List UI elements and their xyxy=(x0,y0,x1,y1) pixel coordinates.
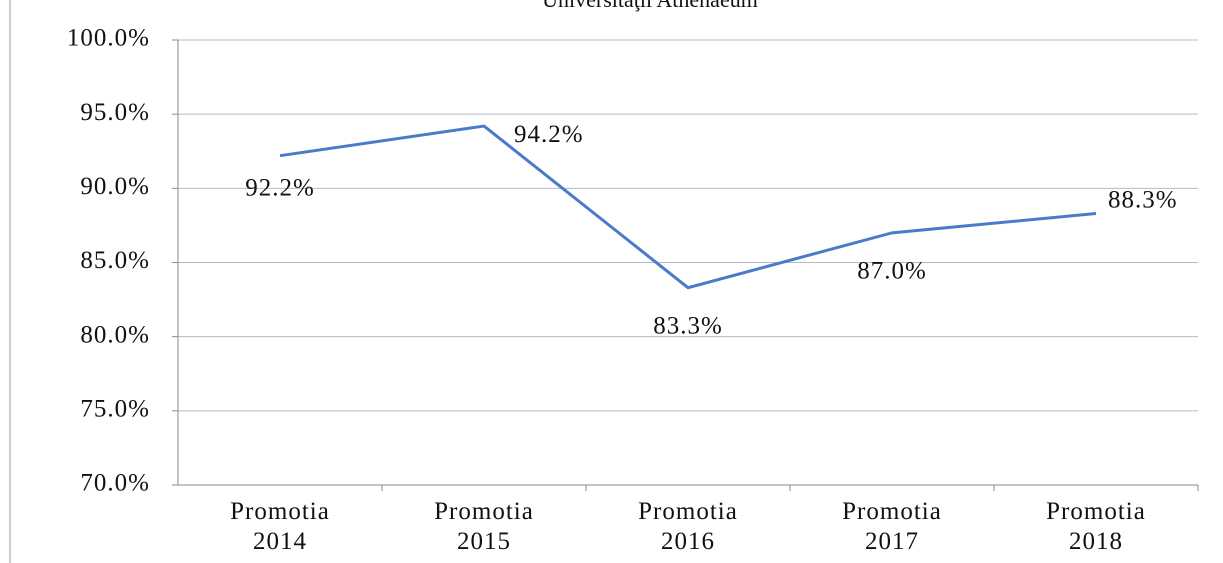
data-label: 94.2% xyxy=(514,121,584,148)
x-tick-label: Promotia 2016 xyxy=(638,498,738,555)
data-label: 87.0% xyxy=(857,258,927,285)
y-tick-label: 70.0% xyxy=(80,470,150,497)
data-label: 92.2% xyxy=(245,174,315,201)
data-label: 88.3% xyxy=(1108,186,1178,213)
y-tick-label: 100.0% xyxy=(67,25,150,52)
y-tick-label: 80.0% xyxy=(80,321,150,348)
data-line xyxy=(279,124,1097,290)
y-tick-label: 95.0% xyxy=(80,99,150,126)
x-tick-label: Promotia 2014 xyxy=(230,498,330,555)
x-tick-label: Promotia 2018 xyxy=(1046,498,1146,555)
y-tick-label: 85.0% xyxy=(80,247,150,274)
y-tick-label: 75.0% xyxy=(80,396,150,423)
data-label: 83.3% xyxy=(653,312,723,339)
x-tick-label: Promotia 2017 xyxy=(842,498,942,555)
chart-title: Universitaţii Athenaeum xyxy=(542,0,758,12)
y-tick-label: 90.0% xyxy=(80,173,150,200)
x-tick-label: Promotia 2015 xyxy=(434,498,534,555)
